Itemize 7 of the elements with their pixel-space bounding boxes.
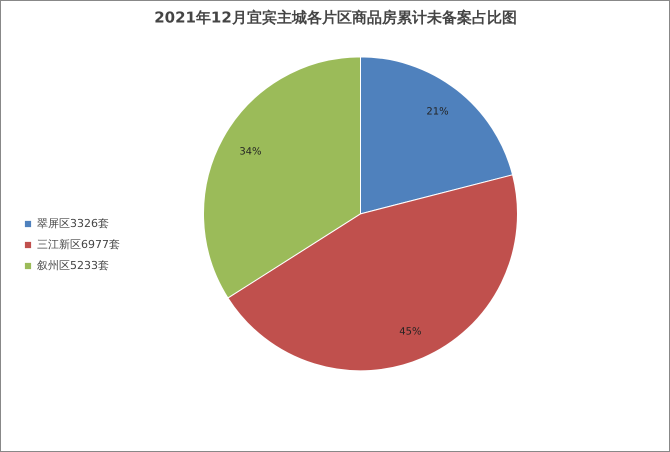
- legend-label: 三江新区6977套: [37, 237, 120, 252]
- data-label: 34%: [239, 146, 262, 158]
- data-label: 45%: [399, 326, 422, 338]
- legend-label: 叙州区5233套: [37, 258, 109, 273]
- legend-label: 翠屏区3326套: [37, 216, 109, 231]
- data-label: 21%: [426, 106, 449, 118]
- chart-title: 2021年12月宜宾主城各片区商品房累计未备案占比图: [154, 8, 517, 26]
